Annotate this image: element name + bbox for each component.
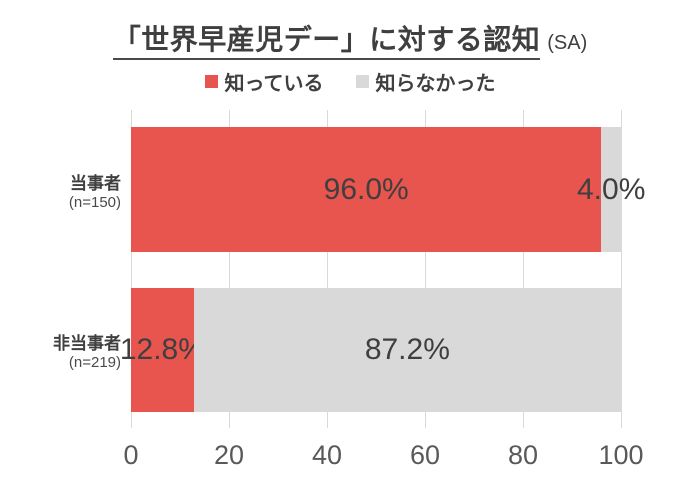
bar-segment-1-1: 87.2% bbox=[193, 288, 621, 412]
bar-row-0: 96.0% 4.0% bbox=[131, 127, 645, 252]
x-tick-label-100: 100 bbox=[598, 440, 644, 470]
tick-mark-100 bbox=[621, 412, 622, 428]
legend-item-aware: 知っている bbox=[204, 67, 324, 96]
gridline-20 bbox=[229, 110, 230, 412]
tick-mark-60 bbox=[425, 412, 426, 428]
tick-mark-80 bbox=[523, 412, 524, 428]
x-tick-label-40: 40 bbox=[311, 440, 343, 470]
chart-title-text: 「世界早産児デー」に対する認知 bbox=[112, 24, 541, 60]
category-sample-size: (n=219) bbox=[68, 354, 121, 372]
bar-value-label: 12.8% bbox=[119, 333, 205, 366]
chart-legend: 知っている 知らなかった bbox=[0, 67, 700, 96]
gridline-100 bbox=[621, 110, 622, 412]
legend-swatch-red-icon bbox=[204, 75, 218, 88]
legend-label-unaware: 知らなかった bbox=[375, 73, 496, 95]
gridline-0 bbox=[131, 110, 132, 412]
bar-value-label: 87.2% bbox=[364, 333, 450, 366]
chart-title: 「世界早産児デー」に対する認知 (SA) bbox=[0, 18, 700, 60]
bar-value-label: 4.0% bbox=[577, 172, 646, 206]
gridline-80 bbox=[523, 110, 524, 412]
bar-value-label: 96.0% bbox=[323, 172, 409, 206]
tick-mark-20 bbox=[229, 412, 230, 428]
gridline-40 bbox=[327, 110, 328, 412]
category-sample-size: (n=150) bbox=[68, 193, 121, 211]
gridline-60 bbox=[425, 110, 426, 412]
bar-row-1: 12.8% 87.2% bbox=[120, 288, 621, 412]
x-tick-label-0: 0 bbox=[123, 440, 139, 470]
x-tick-label-20: 20 bbox=[213, 440, 245, 470]
x-tick-label-80: 80 bbox=[507, 440, 539, 470]
legend-swatch-gray-icon bbox=[355, 75, 369, 88]
bar-segment-0-0: 96.0% bbox=[131, 127, 602, 252]
tick-mark-40 bbox=[327, 412, 328, 428]
plot-area: 96.0% 4.0% 12.8% 87.2% bbox=[120, 110, 645, 428]
legend-label-aware: 知っている bbox=[224, 73, 324, 95]
bar-segment-0-1: 4.0% bbox=[577, 127, 645, 252]
category-label-0: 当事者 (n=150) bbox=[0, 173, 121, 213]
x-tick-label-60: 60 bbox=[409, 440, 441, 470]
category-name: 非当事者 bbox=[53, 334, 121, 353]
category-name: 当事者 bbox=[70, 173, 121, 193]
category-label-1: 非当事者 (n=219) bbox=[0, 333, 121, 373]
bar-segment-1-0: 12.8% bbox=[120, 288, 205, 412]
legend-item-unaware: 知らなかった bbox=[355, 67, 496, 96]
tick-mark-0 bbox=[131, 412, 132, 428]
chart-title-suffix: (SA) bbox=[547, 32, 588, 54]
